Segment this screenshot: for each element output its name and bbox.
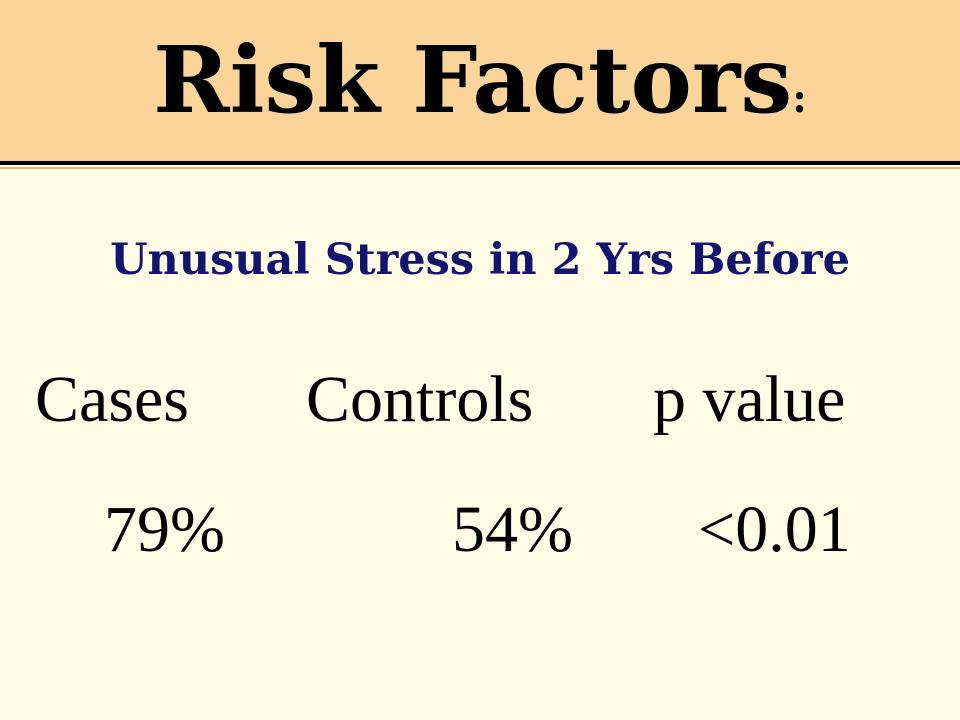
slide-title: Risk Factors: [0, 20, 960, 159]
header-controls: Controls [306, 363, 534, 436]
value-p-value: <0.01 [698, 493, 851, 566]
header-cases: Cases [35, 363, 189, 436]
slide-title-text: Risk Factors [153, 26, 793, 134]
value-cases: 79% [104, 493, 225, 566]
slide-subtitle: Unusual Stress in 2 Yrs Before [110, 235, 850, 285]
header-p-value: p value [653, 363, 846, 436]
title-divider-accent [0, 167, 960, 169]
title-band [0, 0, 960, 161]
slide-title-colon: : [792, 75, 807, 122]
title-divider [0, 161, 960, 165]
value-controls: 54% [452, 493, 573, 566]
